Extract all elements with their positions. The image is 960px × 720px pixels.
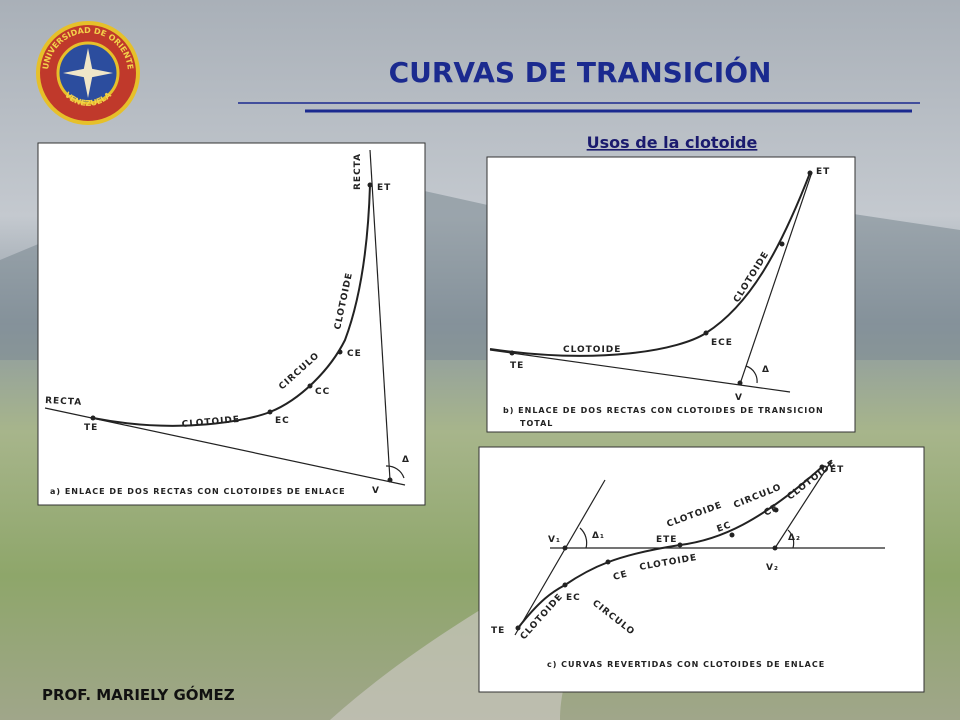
label: V₂ [766, 563, 779, 573]
label: Δ₁ [592, 531, 605, 541]
angle-arc [787, 529, 795, 549]
label: V [372, 486, 380, 496]
label: ET [816, 167, 830, 177]
points [509, 170, 813, 386]
label: CC [315, 387, 330, 397]
title: CURVAS DE TRANSICIÓN [389, 55, 772, 89]
angle-arc [745, 365, 758, 384]
label: Δ [762, 365, 770, 375]
label: EC [716, 520, 733, 534]
points [515, 464, 825, 631]
diagram-c: ET CLOTOIDE CE CIRCULO EC CLOTOIDE Δ₂ V₂… [478, 446, 925, 693]
tangent [514, 479, 606, 636]
caption: a) ENLACE DE DOS RECTAS CON CLOTOIDES DE… [50, 487, 346, 496]
label: CE [612, 569, 629, 582]
label: ET [377, 183, 391, 193]
tangent [739, 171, 813, 385]
label: Δ₂ [788, 533, 801, 543]
label: V₁ [548, 535, 561, 545]
diagram-a: RECTA ET CLOTOIDE CE CIRCULO CC EC CLOTO… [37, 142, 426, 506]
label: CE [347, 349, 362, 359]
curve [517, 466, 823, 629]
angle-arc [579, 527, 588, 549]
label: ETE [656, 535, 677, 545]
diagram-frame [37, 142, 426, 506]
subtitle: Usos de la clotoide [587, 133, 758, 152]
footer: PROF. MARIELY GÓMEZ [42, 685, 235, 704]
label: CLOTOIDE [563, 345, 621, 355]
tangent [369, 149, 391, 481]
logo: UNIVERSIDAD DE ORIENTE VENEZUELA [36, 21, 140, 125]
label: RECTA [353, 153, 363, 190]
label: ET [830, 465, 844, 475]
label: EC [275, 416, 290, 426]
diagram-frame [478, 446, 925, 693]
label: TE [491, 626, 505, 636]
caption: TOTAL [520, 419, 553, 428]
label: Δ [402, 455, 410, 465]
diagram-b: ET CLOTOIDE ECE Δ V CLOTOIDE TE b) ENLAC… [486, 156, 856, 433]
label: TE [510, 361, 524, 371]
caption: c) CURVAS REVERTIDAS CON CLOTOIDES DE EN… [547, 660, 825, 669]
diagram-frame [486, 156, 856, 433]
label: EC [566, 593, 581, 603]
angle-arc [385, 465, 405, 479]
caption: b) ENLACE DE DOS RECTAS CON CLOTOIDES DE… [503, 406, 824, 415]
label: RECTA [45, 396, 83, 408]
points [90, 182, 393, 483]
label: ECE [711, 338, 733, 348]
label: V [735, 393, 743, 403]
tangent [774, 459, 833, 549]
label: TE [84, 423, 98, 433]
